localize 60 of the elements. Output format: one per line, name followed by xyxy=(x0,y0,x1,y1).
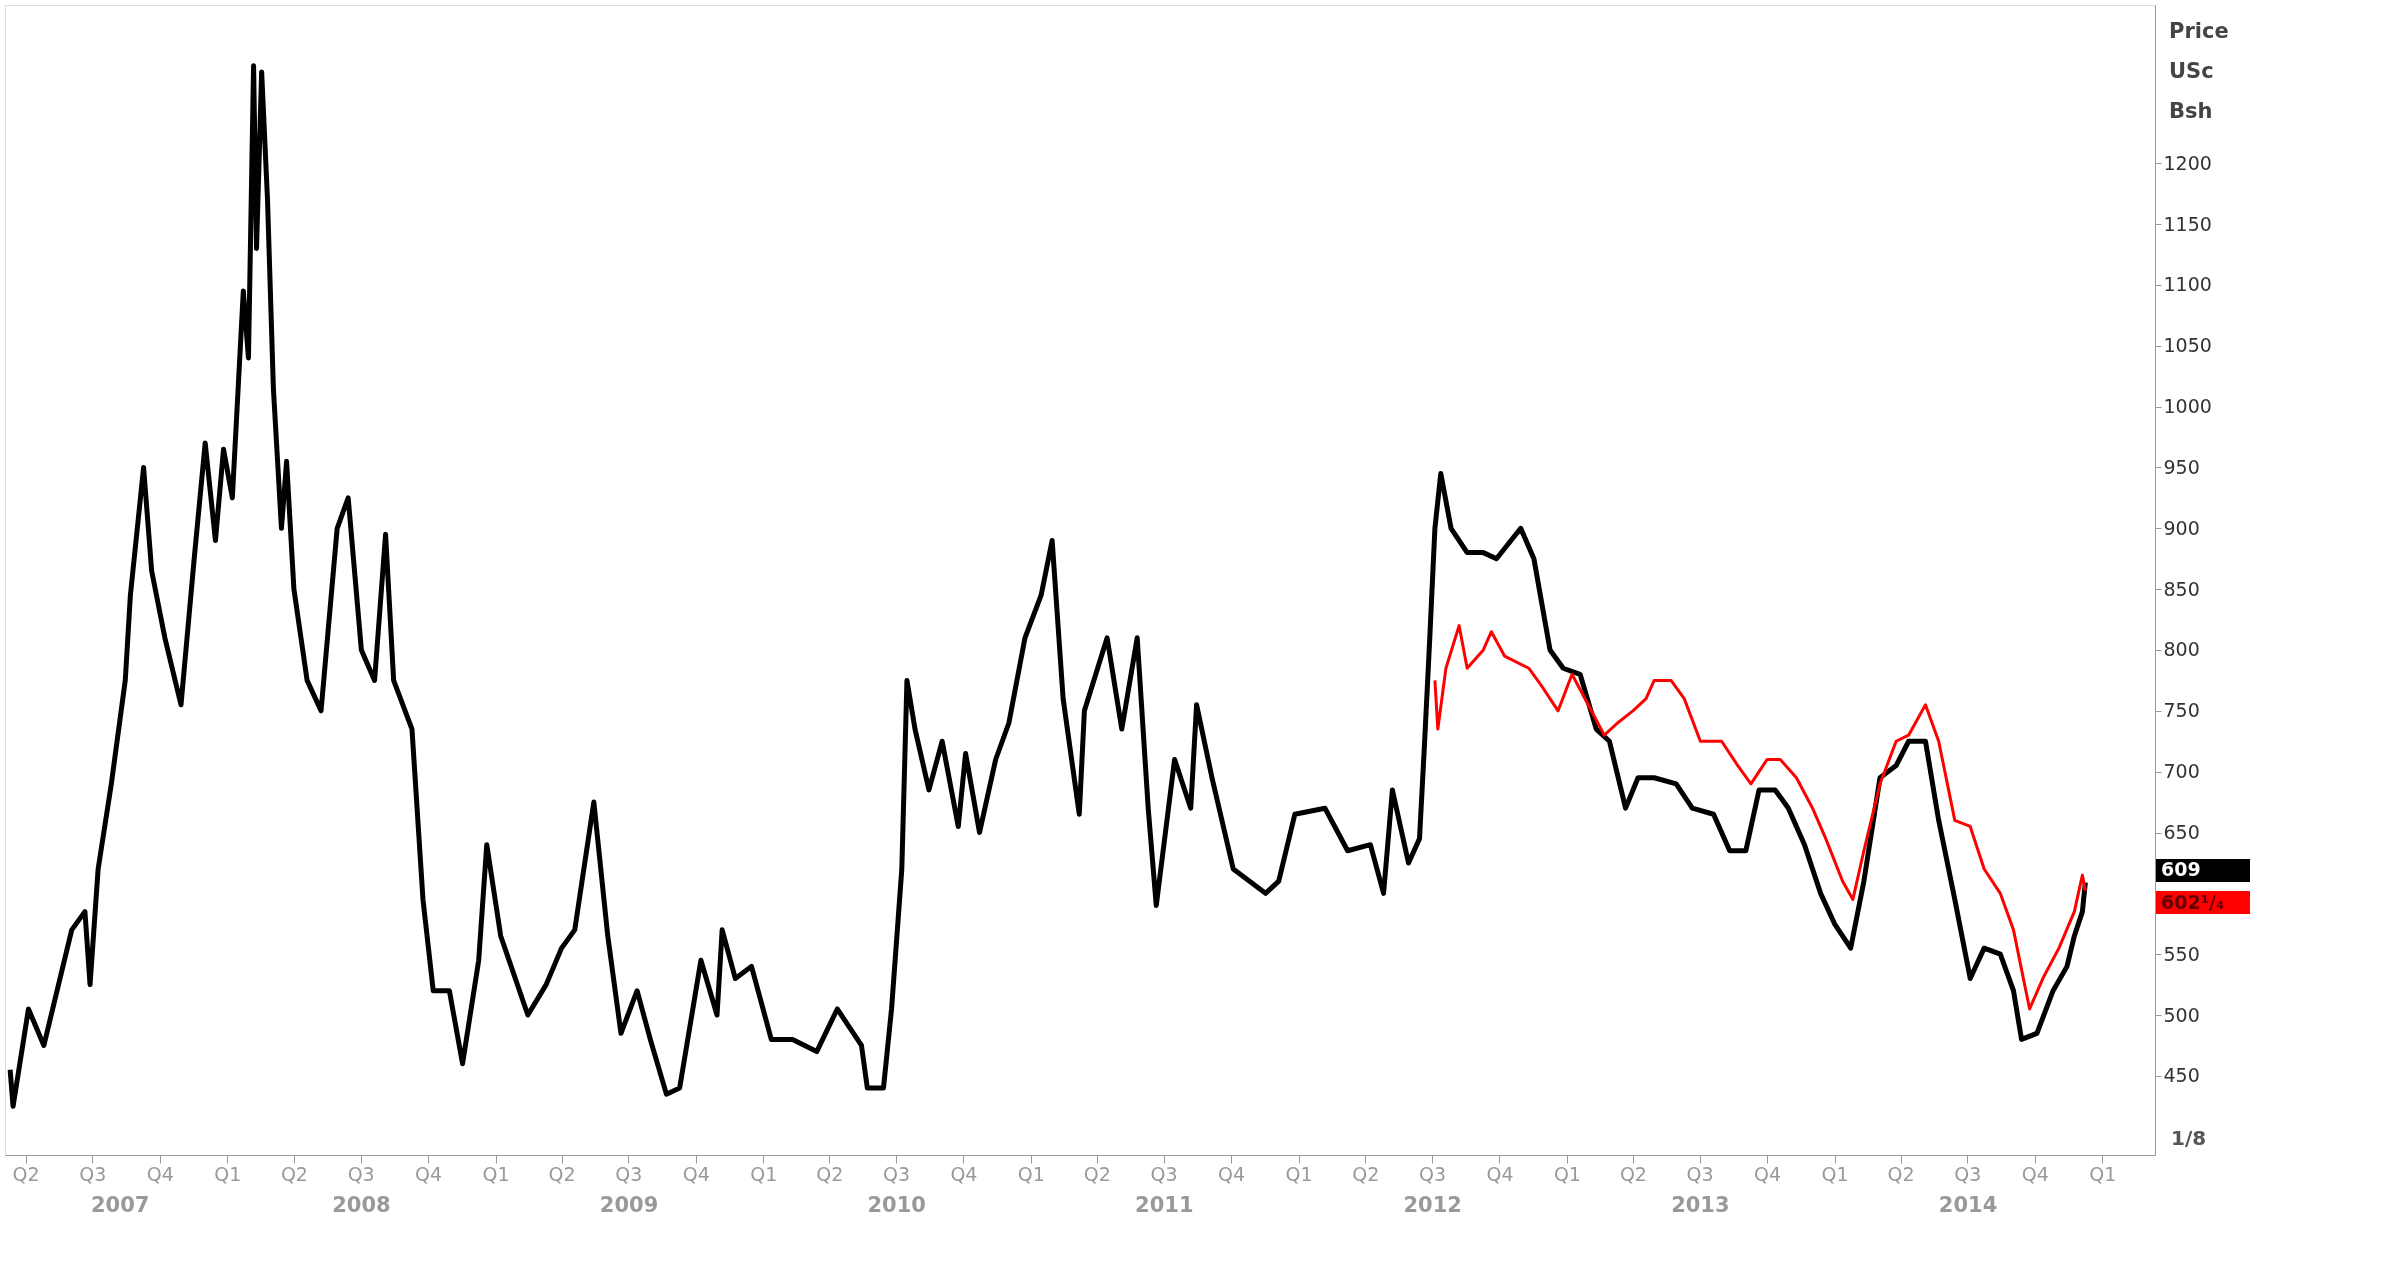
x-tick-label: Q2 xyxy=(1887,1162,1915,1185)
x2-tick-label: 2011 xyxy=(1135,1193,1194,1217)
x2-tick-label: 2013 xyxy=(1671,1193,1730,1217)
x-tick-label: Q4 xyxy=(950,1162,978,1185)
y-tick-label: 500 xyxy=(2163,1003,2200,1026)
y-tick-label: 800 xyxy=(2163,638,2200,661)
x-tick-label: Q4 xyxy=(1486,1162,1514,1185)
x2-tick-label: 2010 xyxy=(867,1193,926,1217)
x-tick-label: Q4 xyxy=(1754,1162,1782,1185)
x2-tick-label: 2009 xyxy=(599,1193,659,1217)
y-tick-label: 950 xyxy=(2163,455,2200,478)
x-tick-label: Q1 xyxy=(2089,1162,2117,1185)
x-tick-label: Q3 xyxy=(615,1162,643,1185)
x-tick-label: Q2 xyxy=(1352,1162,1380,1185)
x-tick-label: Q4 xyxy=(1218,1162,1246,1185)
x-tick-label: Q2 xyxy=(12,1162,40,1185)
x-tick-label: Q2 xyxy=(1083,1162,1111,1185)
x-tick-label: Q3 xyxy=(79,1162,107,1185)
x-tick-label: Q1 xyxy=(1553,1162,1581,1185)
y-tick-label: 1200 xyxy=(2163,151,2212,174)
x2-tick-label: 2012 xyxy=(1403,1193,1462,1217)
x-tick-label: Q4 xyxy=(415,1162,443,1185)
text: 609 xyxy=(2161,858,2201,881)
x-tick-label: Q2 xyxy=(548,1162,576,1185)
x2-tick-label: 2007 xyxy=(90,1193,150,1217)
y-tick-label: 750 xyxy=(2163,699,2200,722)
x-tick-label: Q2 xyxy=(816,1162,844,1185)
x-tick-label: Q3 xyxy=(347,1162,375,1185)
line-series xyxy=(1433,624,2087,1011)
y-tick-label: 1000 xyxy=(2163,395,2212,418)
y-tick-label: 1050 xyxy=(2163,334,2212,357)
y-tick-label: 700 xyxy=(2163,760,2200,783)
y-axis-title: Price USc Bsh xyxy=(2169,19,2229,123)
y-tick-label: 1150 xyxy=(2163,212,2212,235)
x-tick-label: Q3 xyxy=(1150,1162,1178,1185)
x-tick-label: Q2 xyxy=(1619,1162,1647,1185)
y-tick-label: 850 xyxy=(2163,577,2200,600)
y-tick-label: 450 xyxy=(2163,1064,2200,1087)
text: 602¹/₄ xyxy=(2161,890,2225,913)
x2-tick-label: 2014 xyxy=(1938,1193,1998,1217)
x-tick-label: Q1 xyxy=(214,1162,242,1185)
x-tick-label: Q1 xyxy=(1285,1162,1313,1185)
x2-tick-label: 2008 xyxy=(332,1193,391,1217)
text: 1/8 xyxy=(2171,1126,2207,1150)
x-tick-label: Q2 xyxy=(280,1162,308,1185)
x-tick-label: Q3 xyxy=(882,1162,910,1185)
y-tick-label: 650 xyxy=(2163,821,2200,844)
x-tick-label: Q1 xyxy=(1821,1162,1849,1185)
y-tick-label: 900 xyxy=(2163,516,2200,539)
x-tick-label: Q4 xyxy=(2021,1162,2049,1185)
x-tick-label: Q4 xyxy=(146,1162,174,1185)
y-tick-label: 550 xyxy=(2163,942,2200,965)
x-tick-label: Q4 xyxy=(682,1162,710,1185)
x-tick-label: Q1 xyxy=(1017,1162,1045,1185)
x-tick-label: Q1 xyxy=(482,1162,510,1185)
y-tick-label: 1100 xyxy=(2163,273,2212,296)
x-tick-label: Q3 xyxy=(1954,1162,1982,1185)
x-tick-label: Q3 xyxy=(1686,1162,1714,1185)
x-tick-label: Q3 xyxy=(1418,1162,1446,1185)
x-tick-label: Q1 xyxy=(750,1162,778,1185)
